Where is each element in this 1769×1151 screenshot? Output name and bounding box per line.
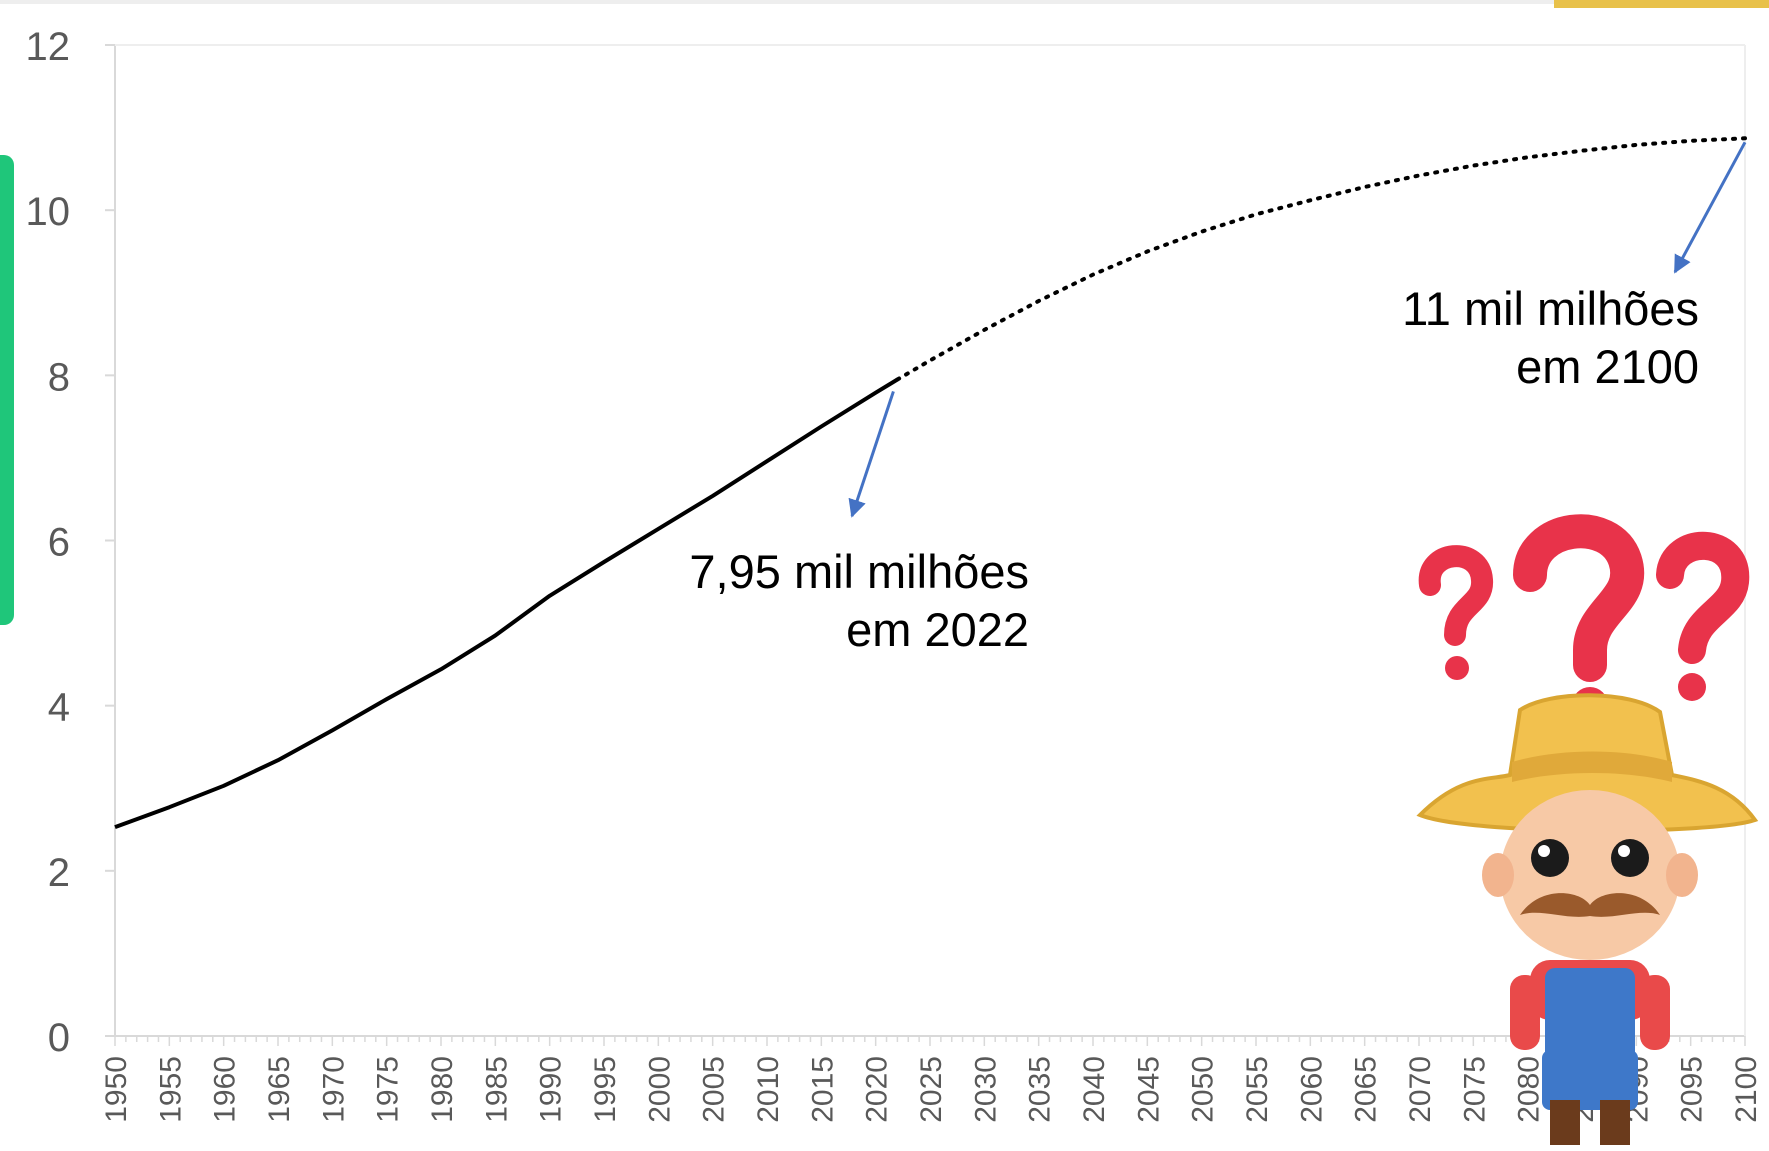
x-tick-label: 2070	[1404, 1056, 1437, 1123]
x-tick-label: 1960	[209, 1056, 242, 1123]
yellow-accent-bar	[1554, 0, 1769, 8]
x-tick-label: 1995	[589, 1056, 622, 1123]
x-tick-label: 1980	[426, 1056, 459, 1123]
historical-population-line	[114, 377, 899, 829]
x-tick-label: 1990	[535, 1056, 568, 1123]
x-tick-label: 2020	[861, 1056, 894, 1123]
x-tick-label: 1970	[317, 1056, 350, 1123]
y-axis-ticks: 0 2 4 6 8 10 12	[26, 25, 115, 1060]
x-tick-label: 2030	[969, 1056, 1002, 1123]
annotation-2100: 11 mil milhões em 2100	[1402, 280, 1699, 396]
x-tick-label: 2055	[1241, 1056, 1274, 1123]
x-tick-label: 2065	[1350, 1056, 1383, 1123]
confused-farmer-icon	[1416, 514, 1759, 1145]
arrow-2100	[1673, 141, 1747, 274]
x-tick-label: 2045	[1132, 1056, 1165, 1123]
y-tick-label: 12	[26, 25, 71, 69]
top-border	[0, 0, 1769, 4]
y-tick-label: 6	[48, 521, 70, 565]
y-tick-label: 10	[26, 190, 71, 234]
x-tick-label: 2040	[1078, 1056, 1111, 1123]
projected-population-line	[895, 136, 1747, 382]
annotation-2022-line2: em 2022	[846, 603, 1029, 656]
annotation-2022-line1: 7,95 mil milhões	[689, 545, 1029, 598]
x-tick-label: 2075	[1458, 1056, 1491, 1123]
y-tick-label: 4	[48, 686, 70, 730]
x-tick-label: 1985	[480, 1056, 513, 1123]
x-tick-label: 2060	[1295, 1056, 1328, 1123]
y-tick-label: 8	[48, 355, 70, 399]
y-tick-label: 0	[48, 1016, 70, 1060]
x-tick-label: 2035	[1024, 1056, 1057, 1123]
x-tick-label: 1950	[100, 1056, 133, 1123]
annotation-2022: 7,95 mil milhões em 2022	[689, 543, 1029, 659]
annotation-2100-line2: em 2100	[1516, 340, 1699, 393]
y-tick-label: 2	[48, 851, 70, 895]
x-tick-label: 2015	[806, 1056, 839, 1123]
x-tick-label: 2095	[1676, 1056, 1709, 1123]
x-tick-label: 1975	[372, 1056, 405, 1123]
annotation-arrows	[848, 141, 1747, 518]
x-tick-label: 2010	[752, 1056, 785, 1123]
x-tick-label: 2000	[643, 1056, 676, 1123]
green-accent-bar	[0, 155, 14, 625]
series-layer	[114, 136, 1747, 829]
x-tick-label: 2005	[698, 1056, 731, 1123]
x-tick-label: 2050	[1187, 1056, 1220, 1123]
x-tick-label: 2100	[1730, 1056, 1763, 1123]
annotation-2100-line1: 11 mil milhões	[1402, 282, 1699, 335]
x-tick-label: 2025	[915, 1056, 948, 1123]
x-tick-label: 1965	[263, 1056, 296, 1123]
x-tick-label: 2080	[1513, 1056, 1546, 1123]
arrow-2022	[848, 390, 895, 518]
x-tick-label: 1955	[154, 1056, 187, 1123]
x-axis-ticks: 1950 1955 1960 1965 1970 1975 1980 1985 1990 1995…	[100, 1036, 1763, 1123]
